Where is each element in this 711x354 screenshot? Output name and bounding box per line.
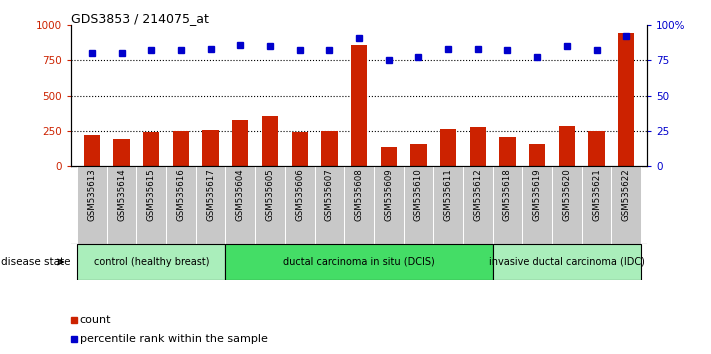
Bar bbox=[196, 166, 225, 244]
Bar bbox=[107, 166, 137, 244]
Text: GSM535612: GSM535612 bbox=[474, 169, 482, 222]
Bar bbox=[582, 166, 611, 244]
Bar bbox=[173, 131, 189, 166]
Text: GSM535607: GSM535607 bbox=[325, 169, 334, 222]
Bar bbox=[493, 244, 641, 280]
Text: GDS3853 / 214075_at: GDS3853 / 214075_at bbox=[71, 12, 209, 25]
Bar bbox=[493, 166, 523, 244]
Text: GSM535616: GSM535616 bbox=[176, 169, 186, 222]
Text: ductal carcinoma in situ (DCIS): ductal carcinoma in situ (DCIS) bbox=[283, 257, 435, 267]
Bar bbox=[470, 127, 486, 166]
Bar bbox=[589, 131, 605, 166]
Bar bbox=[529, 144, 545, 166]
Text: GSM535611: GSM535611 bbox=[444, 169, 453, 222]
Text: GSM535619: GSM535619 bbox=[533, 169, 542, 221]
Bar bbox=[225, 244, 493, 280]
Text: invasive ductal carcinoma (IDC): invasive ductal carcinoma (IDC) bbox=[489, 257, 645, 267]
Bar bbox=[410, 144, 427, 166]
Text: GSM535605: GSM535605 bbox=[265, 169, 274, 222]
Bar bbox=[552, 166, 582, 244]
Text: GSM535604: GSM535604 bbox=[236, 169, 245, 222]
Bar bbox=[523, 166, 552, 244]
Bar bbox=[285, 166, 314, 244]
Text: GSM535621: GSM535621 bbox=[592, 169, 601, 222]
Bar bbox=[137, 166, 166, 244]
Text: disease state: disease state bbox=[1, 257, 70, 267]
Bar bbox=[611, 166, 641, 244]
Bar bbox=[380, 147, 397, 166]
Bar bbox=[314, 166, 344, 244]
Bar bbox=[255, 166, 285, 244]
Text: GSM535622: GSM535622 bbox=[621, 169, 631, 222]
Bar bbox=[344, 166, 374, 244]
Text: GSM535618: GSM535618 bbox=[503, 169, 512, 222]
Text: GSM535609: GSM535609 bbox=[384, 169, 393, 221]
Bar bbox=[203, 130, 219, 166]
Text: GSM535608: GSM535608 bbox=[355, 169, 363, 222]
Bar bbox=[166, 166, 196, 244]
Text: GSM535613: GSM535613 bbox=[87, 169, 97, 222]
Bar bbox=[77, 244, 225, 280]
Bar bbox=[321, 131, 338, 166]
Bar bbox=[404, 166, 433, 244]
Bar bbox=[463, 166, 493, 244]
Text: GSM535617: GSM535617 bbox=[206, 169, 215, 222]
Text: control (healthy breast): control (healthy breast) bbox=[94, 257, 209, 267]
Text: percentile rank within the sample: percentile rank within the sample bbox=[80, 333, 267, 344]
Bar bbox=[84, 135, 100, 166]
Bar bbox=[433, 166, 463, 244]
Text: GSM535620: GSM535620 bbox=[562, 169, 572, 222]
Bar bbox=[225, 166, 255, 244]
Bar bbox=[77, 166, 107, 244]
Bar bbox=[499, 137, 515, 166]
Text: GSM535606: GSM535606 bbox=[295, 169, 304, 222]
Text: count: count bbox=[80, 315, 111, 325]
Text: GSM535615: GSM535615 bbox=[146, 169, 156, 222]
Bar bbox=[113, 139, 129, 166]
Bar bbox=[232, 120, 248, 166]
Text: GSM535614: GSM535614 bbox=[117, 169, 126, 222]
Bar bbox=[292, 132, 308, 166]
Bar bbox=[559, 126, 575, 166]
Bar bbox=[351, 45, 367, 166]
Bar bbox=[618, 33, 634, 166]
Bar bbox=[143, 132, 159, 166]
Bar bbox=[440, 129, 456, 166]
Bar bbox=[374, 166, 404, 244]
Bar bbox=[262, 116, 278, 166]
Text: GSM535610: GSM535610 bbox=[414, 169, 423, 222]
